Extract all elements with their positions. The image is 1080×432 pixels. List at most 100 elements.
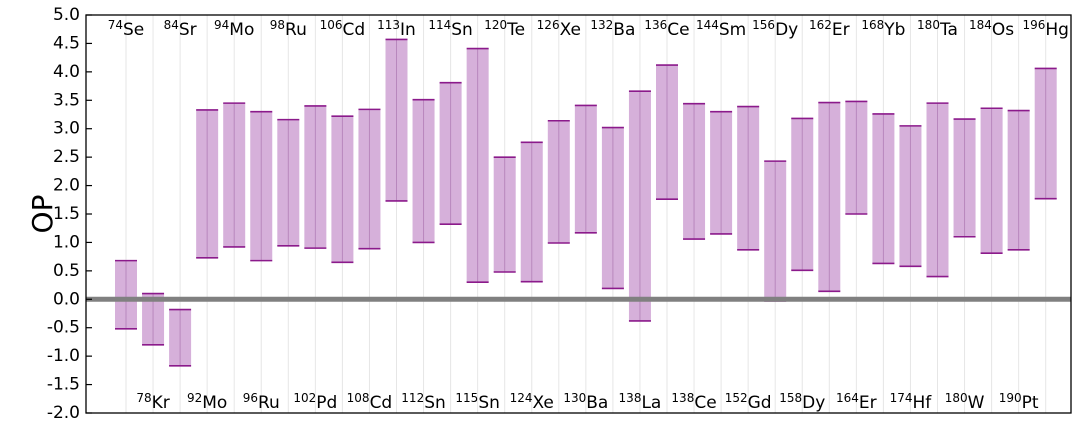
isotope-label: 108Cd [347, 391, 393, 413]
mass-number: 98 [270, 18, 285, 32]
mass-number: 174 [890, 391, 913, 405]
isotope-label: 174Hf [890, 391, 933, 413]
element-symbol: Ce [667, 20, 689, 40]
isotope-labels: 74Se78Kr84Sr92Mo94Mo96Ru98Ru102Pd106Cd10… [108, 18, 1069, 413]
element-symbol: Ba [586, 393, 608, 413]
isotope-label: 138La [619, 391, 662, 413]
element-symbol: Kr [152, 393, 170, 413]
element-symbol: Cd [343, 20, 366, 40]
mass-number: 132 [590, 18, 613, 32]
mass-number: 113 [377, 18, 400, 32]
isotope-label: 136Ce [644, 18, 689, 40]
element-symbol: Sn [451, 20, 473, 40]
isotope-label: 84Sr [164, 18, 197, 40]
element-symbol: Gd [748, 393, 772, 413]
y-tick-label: 4.5 [53, 33, 80, 53]
mass-number: 152 [725, 391, 748, 405]
y-tick-label: -1.5 [47, 375, 80, 395]
element-symbol: Sm [719, 20, 746, 40]
element-symbol: Ta [939, 20, 958, 40]
element-symbol: La [641, 393, 661, 413]
isotope-label: 180W [945, 391, 985, 413]
isotope-label: 130Ba [563, 391, 608, 413]
isotope-label: 180Ta [917, 18, 958, 40]
isotope-label: 126Xe [537, 18, 581, 40]
mass-number: 158 [779, 391, 802, 405]
element-symbol: Dy [775, 20, 798, 40]
mass-number: 106 [320, 18, 343, 32]
mass-number: 94 [214, 18, 229, 32]
y-tick-label: 2.5 [53, 147, 80, 167]
isotope-label: 120Te [484, 18, 525, 40]
mass-number: 112 [401, 391, 424, 405]
mass-number: 180 [917, 18, 940, 32]
mass-number: 78 [136, 391, 151, 405]
y-tick-label: 5.0 [53, 5, 80, 25]
mass-number: 96 [243, 391, 258, 405]
mass-number: 190 [999, 391, 1022, 405]
isotope-label: 113In [377, 18, 416, 40]
isotope-label: 92Mo [187, 391, 227, 413]
mass-number: 130 [563, 391, 586, 405]
mass-number: 138 [671, 391, 694, 405]
mass-number: 162 [809, 18, 832, 32]
mass-number: 114 [428, 18, 451, 32]
element-symbol: Yb [883, 20, 905, 40]
element-symbol: W [968, 393, 985, 413]
isotope-label: 138Ce [671, 391, 716, 413]
element-symbol: Ru [258, 393, 280, 413]
element-symbol: Te [506, 20, 525, 40]
element-symbol: Ba [613, 20, 635, 40]
y-tick-label: -2.0 [47, 403, 80, 423]
y-tick-label: -0.5 [47, 318, 80, 338]
element-symbol: Sn [478, 393, 500, 413]
mass-number: 92 [187, 391, 202, 405]
isotope-label: 115Sn [455, 391, 499, 413]
element-symbol: Ce [694, 393, 716, 413]
element-symbol: Mo [202, 393, 227, 413]
isotope-label: 162Er [809, 18, 850, 40]
bar-layer [115, 38, 1057, 367]
element-symbol: Ru [285, 20, 307, 40]
mass-number: 84 [164, 18, 179, 32]
isotope-label: 114Sn [428, 18, 472, 40]
element-symbol: Xe [533, 393, 554, 413]
mass-number: 184 [969, 18, 992, 32]
element-symbol: Se [123, 20, 144, 40]
mass-number: 168 [861, 18, 884, 32]
isotope-label: 98Ru [270, 18, 307, 40]
mass-number: 144 [696, 18, 719, 32]
isotope-label: 156Dy [752, 18, 798, 40]
isotope-label: 158Dy [779, 391, 825, 413]
element-symbol: Dy [802, 393, 825, 413]
mass-number: 138 [619, 391, 642, 405]
mass-number: 180 [945, 391, 968, 405]
mass-number: 74 [108, 18, 123, 32]
element-symbol: Sn [424, 393, 446, 413]
mass-number: 124 [510, 391, 533, 405]
y-tick-label: 4.0 [53, 62, 80, 82]
element-symbol: Cd [370, 393, 393, 413]
isotope-label: 196Hg [1022, 18, 1068, 40]
isotope-label: 96Ru [243, 391, 280, 413]
isotope-label: 132Ba [590, 18, 635, 40]
y-tick-label: -1.0 [47, 346, 80, 366]
element-symbol: Hg [1045, 20, 1069, 40]
isotope-label: 74Se [108, 18, 145, 40]
y-tick-label: 0.5 [53, 261, 80, 281]
y-tick-label: 3.0 [53, 119, 80, 139]
isotope-label: 190Pt [999, 391, 1039, 413]
element-symbol: Pd [316, 393, 337, 413]
isotope-label: 106Cd [320, 18, 366, 40]
mass-number: 196 [1022, 18, 1045, 32]
mass-number: 164 [836, 391, 859, 405]
isotope-label: 78Kr [136, 391, 169, 413]
isotope-label: 124Xe [510, 391, 554, 413]
element-symbol: In [400, 20, 416, 40]
y-axis-label: OP [26, 195, 59, 234]
element-symbol: Xe [560, 20, 581, 40]
isotope-label: 164Er [836, 391, 877, 413]
element-symbol: Hf [913, 393, 933, 413]
y-tick-label: 2.0 [53, 176, 80, 196]
